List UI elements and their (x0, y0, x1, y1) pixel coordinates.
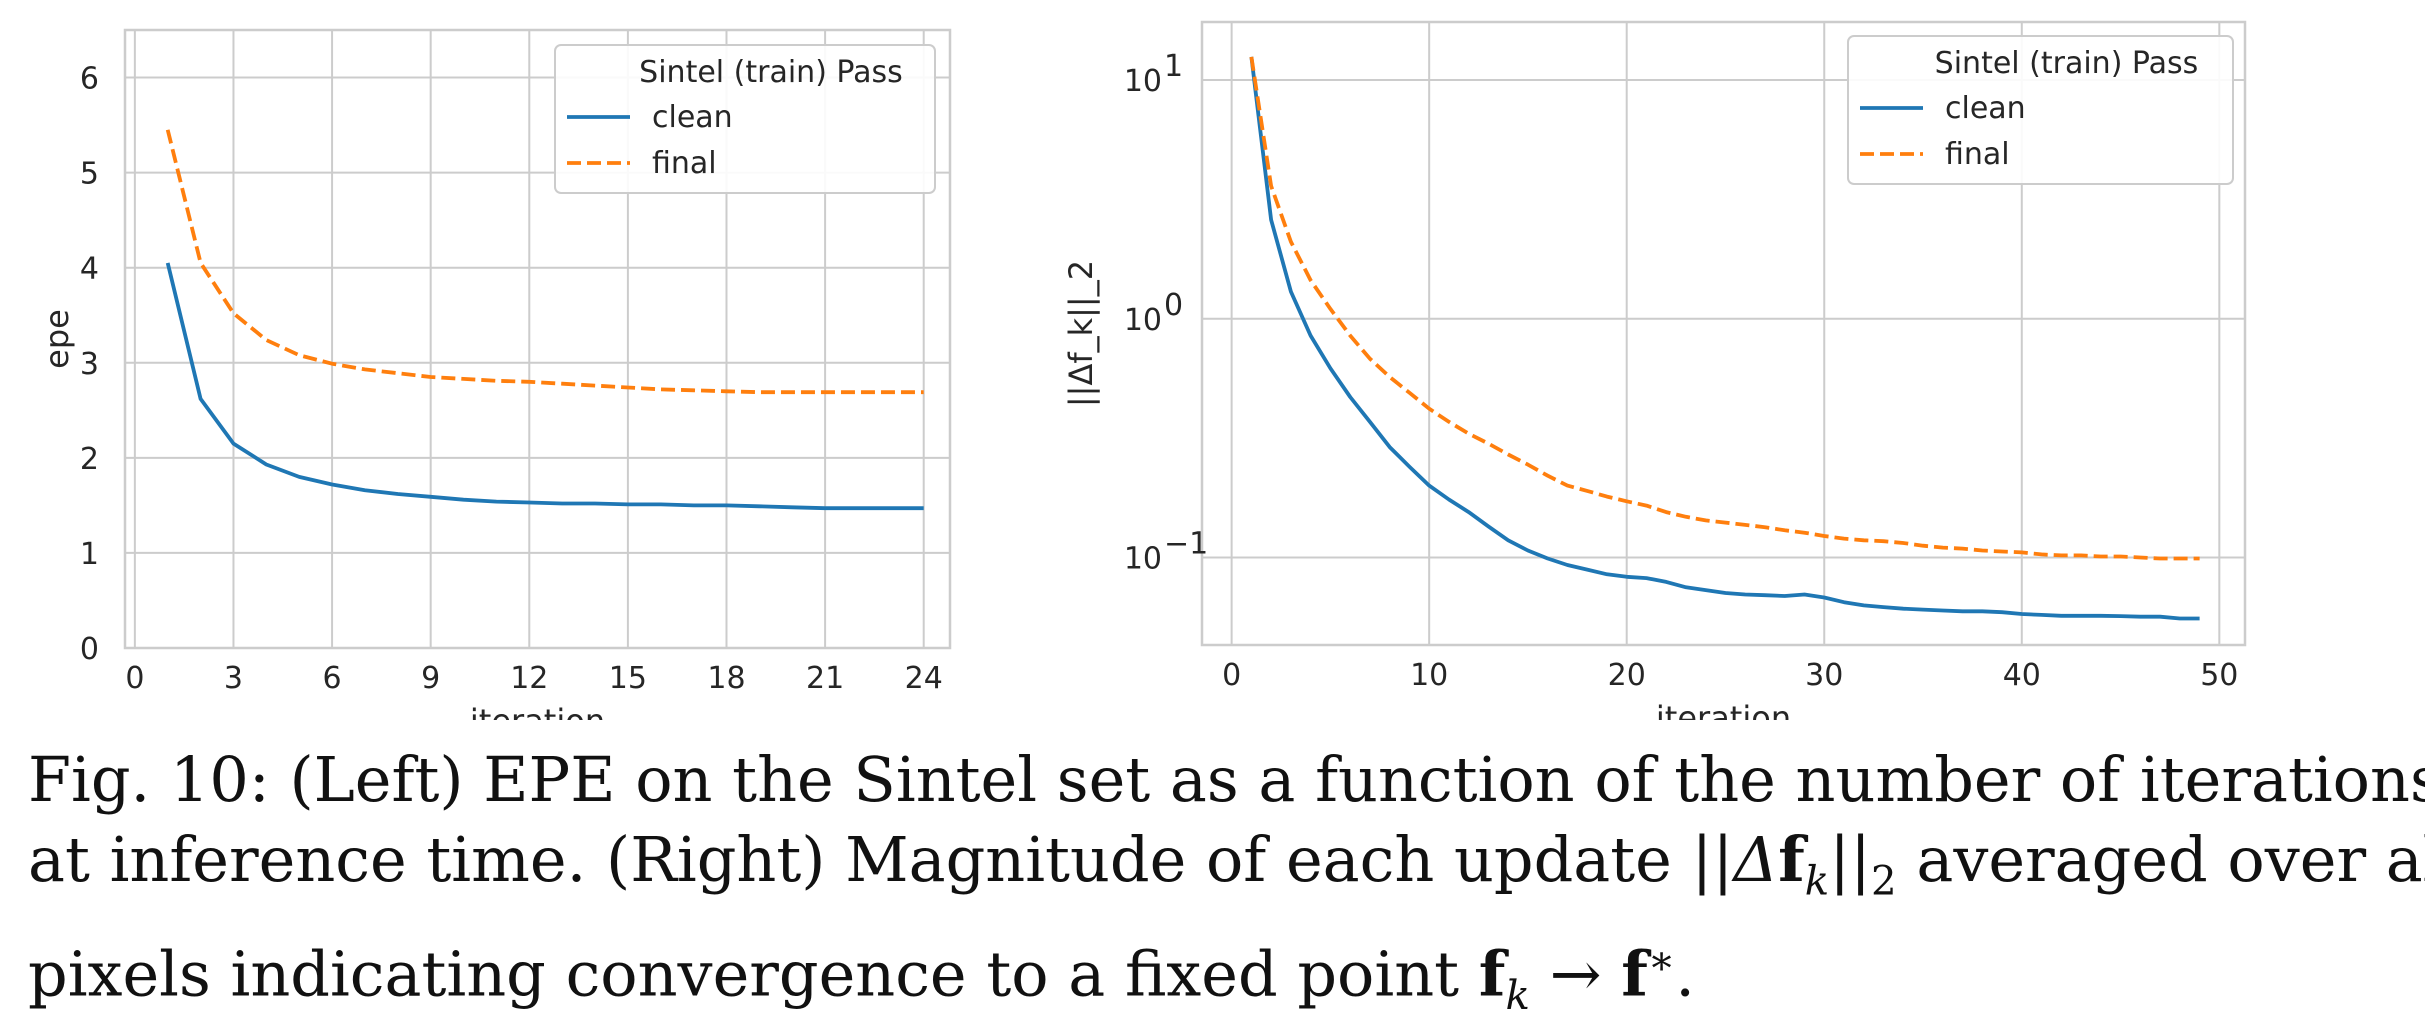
x-tick-label: 50 (2200, 658, 2238, 693)
caption-line-2: at inference time. (Right) Magnitude of … (28, 820, 2425, 921)
x-tick-label: 12 (510, 661, 548, 696)
legend-box (554, 44, 936, 194)
figure-caption: Fig. 10: (Left) EPE on the Sintel set as… (28, 740, 2425, 1036)
legend-box (1847, 35, 2234, 185)
caption-sub-2: 2 (1871, 857, 1897, 905)
caption-bold-f-star: f (1621, 938, 1648, 1012)
caption-period: . (1675, 938, 1696, 1012)
x-tick-label: 0 (125, 661, 144, 696)
plot-frame (1200, 20, 2247, 647)
figure: 036912151821240123456iterationepeSintel … (38, 20, 2247, 720)
caption-line-2-b: averaged over all (1896, 823, 2425, 896)
legend-entry-final: final (652, 146, 717, 181)
y-tick-label: 10 (1124, 303, 1162, 338)
x-tick-label: 21 (806, 661, 844, 696)
y-tick-label: 0 (80, 632, 99, 667)
plot-frame (123, 28, 952, 650)
chart-1: 036912151821240123456iterationepeSintel … (38, 28, 952, 720)
y-tick-label: 5 (80, 157, 99, 192)
y-tick-label: 10 (1124, 64, 1162, 99)
y-tick-label: 2 (80, 442, 99, 477)
caption-line-3-a: pixels indicating convergence to a fixed… (28, 938, 1479, 1012)
legend-title: Sintel (train) Pass (639, 55, 903, 90)
x-tick-label: 3 (224, 661, 243, 696)
legend-entry-clean: clean (652, 100, 733, 135)
y-axis-label: ||Δf_k||_2 (1062, 260, 1100, 407)
caption-delta: Δ (1733, 823, 1779, 896)
x-tick-label: 30 (1805, 658, 1843, 693)
caption-bold-f: f (1778, 823, 1805, 896)
y-tick-label: 4 (80, 252, 99, 287)
y-tick-exponent: −1 (1164, 526, 1208, 561)
caption-line-3: pixels indicating convergence to a fixed… (28, 921, 2408, 1036)
figure-svg: 036912151821240123456iterationepeSintel … (38, 20, 2247, 720)
x-tick-label: 20 (1608, 658, 1646, 693)
caption-norm-close: || (1829, 823, 1871, 896)
x-tick-label: 24 (905, 661, 943, 696)
series-line-clean (165, 262, 924, 511)
caption-sub-k: k (1804, 857, 1830, 905)
caption-line-2-a: at inference time. (Right) Magnitude of … (28, 823, 1734, 896)
legend-entry-final: final (1945, 137, 2010, 172)
caption-sub-k-2: k (1505, 972, 1530, 1020)
y-tick-exponent: 0 (1164, 288, 1183, 323)
caption-bold-f-k: f (1478, 938, 1506, 1012)
y-tick-label: 1 (80, 537, 99, 572)
series-line-clean (1249, 56, 2200, 621)
x-tick-label: 6 (323, 661, 342, 696)
x-tick-label: 15 (609, 661, 647, 696)
x-tick-label: 10 (1410, 658, 1448, 693)
x-tick-label: 40 (2003, 658, 2041, 693)
caption-arrow: → (1529, 938, 1622, 1012)
caption-line-1: Fig. 10: (Left) EPE on the Sintel set as… (28, 743, 2425, 816)
caption-star: ∗ (1647, 937, 1676, 985)
y-tick-exponent: 1 (1164, 49, 1183, 84)
legend: Sintel (train) Pass clean final (1847, 35, 2234, 185)
x-tick-label: 9 (421, 661, 440, 696)
x-tick-label: 18 (707, 661, 745, 696)
x-axis-label: iteration (470, 702, 605, 720)
x-tick-label: 0 (1222, 658, 1241, 693)
y-tick-label: 6 (80, 62, 99, 97)
legend: Sintel (train) Pass clean final (554, 44, 936, 194)
y-axis-label: epe (38, 309, 76, 369)
x-axis-label: iteration (1656, 699, 1791, 720)
y-tick-label: 3 (80, 347, 99, 382)
series-line-final (1249, 56, 2200, 561)
y-tick-label: 10 (1124, 541, 1162, 576)
legend-title: Sintel (train) Pass (1935, 46, 2199, 81)
series-line-final (165, 129, 924, 395)
legend-entry-clean: clean (1945, 91, 2026, 126)
